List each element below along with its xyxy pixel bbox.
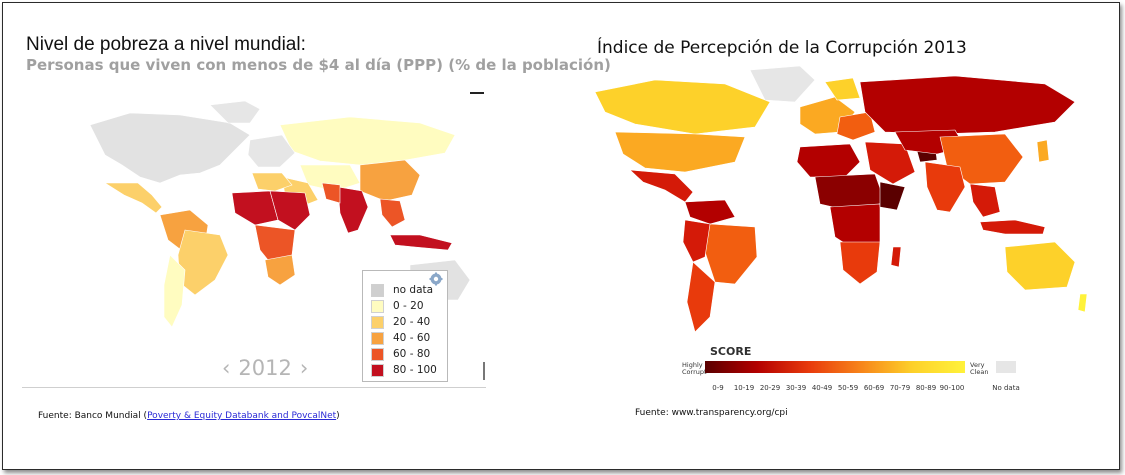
source-link[interactable]: Poverty & Equity Databank and PovcalNet xyxy=(147,411,337,421)
map-region-south-america-south[interactable] xyxy=(163,254,186,328)
map-region-andes[interactable] xyxy=(682,219,711,263)
map-region-brazil[interactable] xyxy=(704,223,758,285)
year-navigator: ‹ 2012 › xyxy=(222,356,308,380)
map-region-russia[interactable] xyxy=(859,75,1076,135)
timeline-track[interactable] xyxy=(22,387,486,388)
map-region-venezuela[interactable] xyxy=(684,199,736,225)
map-region-greenland[interactable] xyxy=(749,65,816,103)
high-end-label: Very Clean xyxy=(970,362,988,376)
score-color-scale xyxy=(705,361,965,373)
legend-item: 80 - 100 xyxy=(371,363,437,377)
map-region-mexico[interactable] xyxy=(629,169,694,203)
legend-item: 20 - 40 xyxy=(371,315,430,329)
score-tick-label: 80-89 xyxy=(915,384,937,392)
legend-swatch xyxy=(371,283,384,297)
poverty-source: Fuente: Banco Mundial (Poverty & Equity … xyxy=(38,411,340,421)
low-end-line-1: Highly xyxy=(682,361,703,369)
map-region-south-asia-west[interactable] xyxy=(321,182,341,204)
map-region-southern-africa[interactable] xyxy=(839,241,881,285)
map-region-indonesia[interactable] xyxy=(389,234,453,251)
map-region-russia[interactable] xyxy=(279,116,456,166)
legend-label: 40 - 60 xyxy=(393,332,431,344)
map-region-mexico[interactable] xyxy=(103,182,163,214)
next-year-button[interactable]: › xyxy=(299,356,309,380)
map-region-central-asia[interactable] xyxy=(299,164,361,192)
score-tick-label: 90-100 xyxy=(939,384,965,392)
no-data-tick-label: No data xyxy=(992,384,1020,392)
source-suffix: ) xyxy=(336,411,340,421)
legend-item: 0 - 20 xyxy=(371,299,424,313)
map-region-usa[interactable] xyxy=(614,131,746,173)
map-region-madagascar[interactable] xyxy=(890,246,902,268)
score-tick-label: 10-19 xyxy=(733,384,755,392)
legend-swatch xyxy=(371,347,384,361)
map-region-east-africa[interactable] xyxy=(269,190,311,231)
map-region-greenland[interactable] xyxy=(209,100,261,124)
legend-item: no data xyxy=(371,283,433,297)
score-tick-label: 70-79 xyxy=(889,384,911,392)
score-tick-label: 60-69 xyxy=(863,384,885,392)
score-tick-label: 0-9 xyxy=(712,384,724,392)
map-region-indonesia[interactable] xyxy=(979,219,1046,235)
score-tick-label: 30-39 xyxy=(785,384,807,392)
map-region-india[interactable] xyxy=(337,186,369,234)
corruption-map-title: Índice de Percepción de la Corrupción 20… xyxy=(597,38,967,58)
map-region-southern-africa[interactable] xyxy=(264,254,296,286)
low-end-label: Highly Corrupt xyxy=(682,362,707,376)
poverty-legend: no data 0 - 20 20 - 40 40 - 60 60 - 80 8… xyxy=(362,270,448,382)
map-region-australia[interactable] xyxy=(1004,241,1076,291)
low-end-line-2: Corrupt xyxy=(682,368,707,376)
map-region-north-africa[interactable] xyxy=(251,172,293,192)
chart-menu-handle[interactable] xyxy=(470,92,484,94)
map-region-north-africa[interactable] xyxy=(796,143,861,178)
legend-label: 60 - 80 xyxy=(393,348,431,360)
scrollbar-handle[interactable] xyxy=(483,362,485,380)
poverty-map-title: Nivel de pobreza a nivel mundial: xyxy=(26,34,306,55)
prev-year-button[interactable]: ‹ xyxy=(222,356,231,380)
corruption-source: Fuente: www.transparency.org/cpi xyxy=(635,408,788,418)
map-region-eastern-europe[interactable] xyxy=(836,111,876,141)
high-end-line-2: Clean xyxy=(970,368,989,376)
map-region-argentina[interactable] xyxy=(686,261,716,333)
legend-item: 60 - 80 xyxy=(371,347,430,361)
score-tick-label: 20-29 xyxy=(759,384,781,392)
score-title: SCORE xyxy=(710,345,752,358)
map-region-japan[interactable] xyxy=(1036,139,1050,163)
legend-swatch xyxy=(371,331,384,345)
high-end-line-1: Very xyxy=(970,361,985,369)
legend-swatch xyxy=(371,363,384,377)
map-region-scandinavia[interactable] xyxy=(824,77,861,101)
corruption-world-map[interactable] xyxy=(575,62,1090,342)
map-region-new-zealand[interactable] xyxy=(1077,293,1088,313)
legend-swatch xyxy=(371,299,384,313)
legend-label: 20 - 40 xyxy=(393,316,431,328)
score-gradient-bar xyxy=(705,361,965,373)
map-region-west-africa[interactable] xyxy=(231,190,279,226)
map-region-horn-of-africa[interactable] xyxy=(879,181,906,211)
score-tick-label: 50-59 xyxy=(837,384,859,392)
gear-icon[interactable] xyxy=(429,272,443,286)
map-region-canada[interactable] xyxy=(594,79,771,135)
map-region-southeast-asia[interactable] xyxy=(379,198,406,228)
year-label: 2012 xyxy=(238,356,292,380)
map-region-india[interactable] xyxy=(924,161,966,213)
map-region-north-america[interactable] xyxy=(89,112,251,184)
map-region-southeast-asia[interactable] xyxy=(969,183,1001,218)
no-data-swatch xyxy=(996,361,1016,373)
map-region-china[interactable] xyxy=(359,159,421,202)
legend-swatch xyxy=(371,315,384,329)
score-tick-label: 40-49 xyxy=(811,384,833,392)
map-region-brazil[interactable] xyxy=(177,229,229,296)
map-region-europe[interactable] xyxy=(247,134,296,168)
legend-item: 40 - 60 xyxy=(371,331,430,345)
poverty-world-map[interactable] xyxy=(60,95,480,355)
legend-label: 0 - 20 xyxy=(393,300,424,312)
poverty-map-subtitle: Personas que viven con menos de $4 al dí… xyxy=(26,56,611,74)
map-region-middle-east[interactable] xyxy=(864,141,916,185)
source-prefix: Fuente: Banco Mundial ( xyxy=(38,411,148,421)
legend-label: no data xyxy=(393,284,434,296)
legend-label: 80 - 100 xyxy=(393,364,437,376)
